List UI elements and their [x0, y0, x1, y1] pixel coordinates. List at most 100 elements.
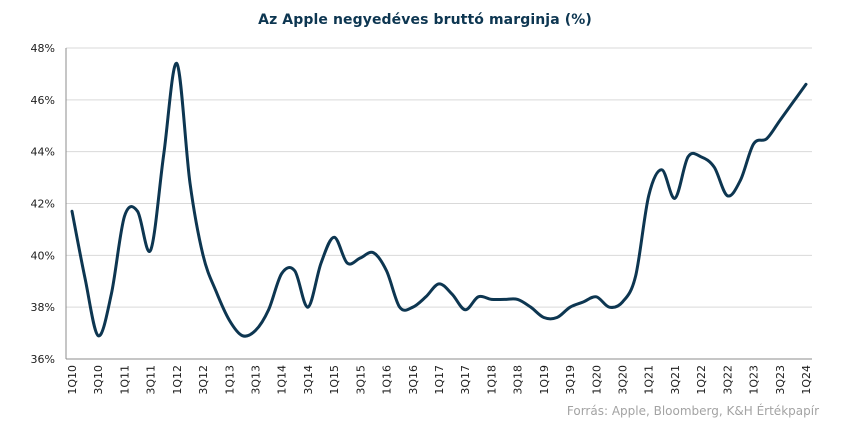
- data-point: [765, 137, 768, 140]
- y-tick-label: 36%: [31, 353, 55, 366]
- axes: [65, 48, 812, 360]
- data-point: [516, 298, 519, 301]
- x-tick-label: 3Q19: [564, 365, 577, 395]
- y-tick-label: 48%: [31, 42, 55, 55]
- data-point: [411, 306, 414, 309]
- x-tick-label: 3Q21: [669, 365, 682, 395]
- x-axis-tick-labels: 1Q10 3Q10 1Q11 3Q11 1Q12 3Q12 1Q13 3Q13 1Q14 3Q14…: [66, 365, 813, 395]
- y-tick-label: 44%: [31, 146, 55, 159]
- data-point: [241, 334, 244, 337]
- source-note: Forrás: Apple, Bloomberg, K&H Értékpapír: [566, 404, 819, 418]
- x-tick-label: 1Q24: [800, 365, 813, 395]
- data-point: [306, 306, 309, 309]
- data-point: [372, 251, 375, 254]
- data-point: [215, 290, 218, 293]
- data-point: [228, 319, 231, 322]
- x-tick-label: 1Q23: [748, 365, 761, 395]
- y-tick-label: 38%: [31, 301, 55, 314]
- data-point: [346, 262, 349, 265]
- x-tick-label: 3Q17: [459, 365, 472, 395]
- data-point: [687, 155, 690, 158]
- x-tick-label: 3Q20: [617, 365, 630, 395]
- data-point: [110, 293, 113, 296]
- data-point: [595, 295, 598, 298]
- data-point: [529, 306, 532, 309]
- data-point: [451, 293, 454, 296]
- x-tick-label: 3Q23: [774, 365, 787, 395]
- data-point: [84, 277, 87, 280]
- y-tick-label: 42%: [31, 198, 55, 211]
- data-point: [805, 83, 808, 86]
- data-point: [477, 295, 480, 298]
- data-point: [608, 306, 611, 309]
- data-point: [621, 300, 624, 303]
- data-point: [162, 153, 165, 156]
- x-tick-label: 1Q21: [643, 365, 656, 395]
- x-tick-label: 1Q11: [118, 365, 131, 395]
- x-tick-label: 1Q20: [590, 365, 603, 395]
- data-point: [660, 168, 663, 171]
- data-point: [149, 249, 152, 252]
- x-tick-label: 1Q22: [695, 365, 708, 395]
- x-tick-label: 3Q22: [721, 365, 734, 395]
- data-point: [136, 210, 139, 213]
- x-tick-label: 1Q17: [433, 365, 446, 395]
- data-point: [582, 300, 585, 303]
- x-tick-label: 1Q16: [381, 365, 394, 395]
- data-point: [359, 256, 362, 259]
- data-point: [97, 334, 100, 337]
- data-point: [739, 179, 742, 182]
- y-tick-label: 40%: [31, 249, 55, 262]
- data-point: [71, 210, 74, 213]
- data-point: [424, 295, 427, 298]
- data-point: [280, 272, 283, 275]
- x-tick-label: 3Q12: [197, 365, 210, 395]
- data-point: [752, 142, 755, 145]
- data-point: [713, 166, 716, 169]
- x-tick-label: 3Q18: [512, 365, 525, 395]
- data-point: [188, 181, 191, 184]
- data-point: [123, 215, 126, 218]
- data-point: [175, 62, 178, 65]
- x-tick-label: 3Q13: [250, 365, 263, 395]
- x-tick-label: 1Q14: [276, 365, 289, 395]
- data-point: [700, 155, 703, 158]
- chart-title: Az Apple negyedéves bruttó marginja (%): [258, 12, 592, 28]
- data-point: [438, 282, 441, 285]
- data-point: [726, 194, 729, 197]
- x-tick-label: 1Q12: [171, 365, 184, 395]
- x-tick-label: 3Q16: [407, 365, 420, 395]
- x-tick-label: 1Q19: [538, 365, 551, 395]
- data-point: [293, 269, 296, 272]
- data-point: [385, 269, 388, 272]
- x-tick-label: 3Q11: [145, 365, 158, 395]
- data-point: [542, 316, 545, 319]
- gross-margin-line: [70, 62, 808, 338]
- x-tick-label: 3Q14: [302, 365, 315, 395]
- y-axis-tick-labels: 36% 38% 40% 42% 44% 46% 48%: [31, 42, 55, 366]
- data-point: [778, 119, 781, 122]
- data-point: [647, 194, 650, 197]
- data-point: [569, 306, 572, 309]
- data-point: [791, 101, 794, 104]
- data-point: [503, 298, 506, 301]
- data-point: [333, 236, 336, 239]
- data-point: [267, 308, 270, 311]
- data-point: [673, 197, 676, 200]
- x-tick-label: 1Q10: [66, 365, 79, 395]
- series-layer: [70, 62, 808, 338]
- data-point: [490, 298, 493, 301]
- x-tick-label: 1Q18: [485, 365, 498, 395]
- data-point: [202, 254, 205, 257]
- data-point: [254, 329, 257, 332]
- data-point: [320, 262, 323, 265]
- x-tick-label: 3Q15: [354, 365, 367, 395]
- data-point: [464, 308, 467, 311]
- gridlines: [66, 47, 812, 308]
- data-point: [555, 316, 558, 319]
- data-point: [398, 306, 401, 309]
- data-point: [634, 275, 637, 278]
- x-tick-label: 1Q15: [328, 365, 341, 395]
- x-tick-label: 3Q10: [92, 365, 105, 395]
